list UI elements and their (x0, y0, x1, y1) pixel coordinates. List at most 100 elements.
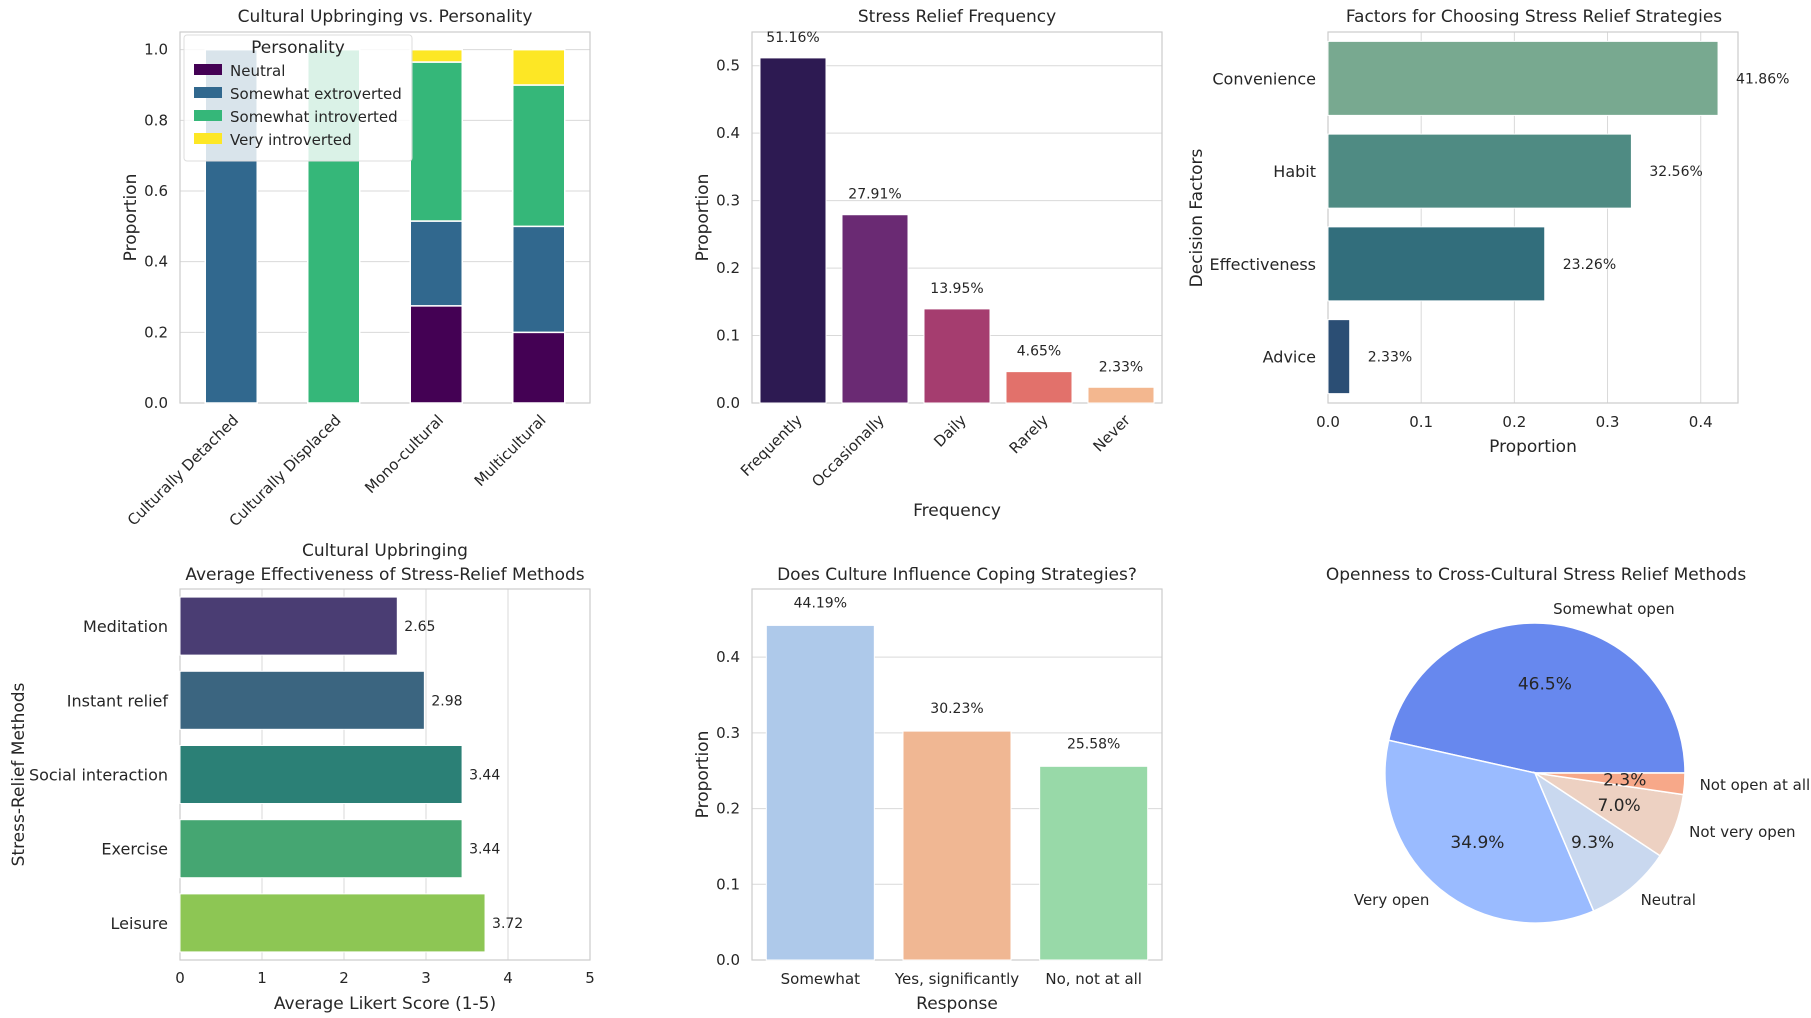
x-tick-label: Culturally Displaced (226, 411, 345, 530)
bar (1039, 765, 1149, 961)
data-label: 3.44 (469, 842, 500, 858)
bar (1087, 386, 1155, 404)
pie-percent-label: 9.3% (1571, 833, 1614, 853)
stacked-bar-segment (409, 220, 463, 307)
x-tick-label: 5 (585, 969, 595, 987)
y-tick-label: 0.2 (144, 323, 168, 341)
data-label: 25.58% (1067, 736, 1120, 752)
stacked-bar-segment (512, 331, 566, 404)
bar (179, 745, 463, 804)
y-tick-label: 0.4 (144, 253, 168, 271)
data-label: 27.91% (848, 187, 901, 203)
bar (759, 57, 827, 404)
data-label: 41.86% (1736, 71, 1789, 87)
x-tick-label: 0.2 (1502, 413, 1526, 431)
x-tick-label: 0.0 (1316, 413, 1340, 431)
y-tick-label: 0.4 (716, 648, 740, 666)
data-label: 32.56% (1649, 164, 1702, 180)
pie-percent-label: 46.5% (1518, 675, 1572, 695)
bar (179, 670, 425, 730)
stacked-bar-segment (512, 84, 566, 228)
bar (1327, 319, 1351, 395)
x-tick-label: Culturally Detached (124, 411, 242, 529)
chart-culture-influence: 0.0 0.1 0.2 0.3 0.4 44.19% Somewhat 30.23% Yes, … (693, 565, 1163, 1014)
y-tick-label: Instant relief (67, 691, 169, 710)
stacked-bar-segment (409, 61, 463, 222)
chart-title: Factors for Choosing Stress Relief Strat… (1346, 7, 1722, 27)
data-label: 2.65 (404, 619, 435, 635)
y-axis-label: Proportion (693, 731, 713, 819)
chart-title: Openness to Cross-Cultural Stress Relief… (1326, 565, 1747, 585)
pie-category-label: Somewhat open (1553, 600, 1675, 618)
x-axis-label: Cultural Upbringing (302, 541, 468, 561)
x-tick-label: Never (1089, 411, 1134, 456)
bar (923, 308, 991, 404)
pie-category-label: Very open (1354, 891, 1430, 909)
x-axis-label: Proportion (1489, 437, 1577, 457)
bar (179, 893, 486, 953)
pie-slice (1384, 739, 1595, 924)
bar (1327, 133, 1632, 209)
chart-method-effectiveness: 0 1 2 3 4 5 2.65 Meditation 2.98 Instant relief 3.… (9, 565, 595, 1014)
x-tick-label: Mono-cultural (361, 411, 447, 497)
y-tick-label: 0.1 (716, 875, 740, 893)
bar (1005, 371, 1073, 404)
bar (841, 214, 909, 404)
data-label: 13.95% (930, 281, 983, 297)
chart-decision-factors: 0.0 0.1 0.2 0.3 0.4 41.86% Convenience 32.56% Ha… (1187, 7, 1789, 457)
legend-swatch (194, 64, 222, 75)
y-tick-label: 0.3 (716, 724, 740, 742)
pie-slice (1533, 770, 1662, 913)
stacked-bar-segment (512, 48, 566, 86)
bar (1327, 226, 1546, 302)
data-label: 51.16% (766, 30, 819, 46)
legend-swatch (194, 133, 222, 144)
y-tick-label: 0.8 (144, 111, 168, 129)
stacked-bar-segment (512, 225, 566, 334)
data-label: 2.33% (1099, 359, 1143, 375)
pie-category-label: Neutral (1641, 891, 1696, 909)
x-tick-label: No, not at all (1045, 970, 1142, 988)
y-tick-label: Exercise (101, 840, 168, 859)
chart-title: Does Culture Influence Coping Strategies… (777, 565, 1137, 585)
x-tick-label: 3 (421, 969, 431, 987)
x-tick-label: Multicultural (471, 411, 550, 490)
y-tick-label: 0.0 (144, 394, 168, 412)
y-tick-label: 0.0 (716, 394, 740, 412)
y-tick-label: 0.0 (716, 951, 740, 969)
x-axis-label: Response (916, 994, 998, 1014)
x-axis-label: Frequency (913, 501, 1001, 521)
chart-title: Stress Relief Frequency (858, 7, 1056, 27)
pie-slice (1534, 772, 1686, 796)
legend-swatch (194, 110, 222, 121)
chart-title: Cultural Upbringing vs. Personality (238, 7, 533, 27)
x-tick-label: Rarely (1006, 411, 1052, 457)
legend-label: Somewhat introverted (230, 108, 398, 126)
data-label: 4.65% (1017, 344, 1061, 360)
y-tick-label: 0.3 (716, 192, 740, 210)
bar (179, 596, 398, 656)
bar (179, 819, 463, 879)
x-tick-label: Daily (930, 411, 970, 451)
y-tick-label: Convenience (1212, 69, 1316, 88)
pie-category-label: Not very open (1689, 823, 1795, 841)
chart-stress-relief-frequency: 0.0 0.1 0.2 0.3 0.4 0.5 51.16% Frequently 27.91%… (693, 7, 1163, 521)
data-label: 2.98 (431, 693, 462, 709)
y-tick-label: 0.2 (716, 259, 740, 277)
bar (1327, 40, 1719, 116)
x-tick-label: 0 (175, 969, 185, 987)
plot-frame (179, 31, 591, 404)
legend-box (183, 34, 413, 162)
y-tick-label: 0.1 (716, 327, 740, 345)
y-axis-label: Decision Factors (1187, 149, 1207, 288)
data-label: 44.19% (794, 595, 847, 611)
chart-openness-pie: 46.5% Somewhat open 34.9% Very open 9.3% Neut… (1326, 565, 1810, 924)
x-tick-label: 0.3 (1596, 413, 1620, 431)
x-tick-label: 4 (503, 969, 513, 987)
legend-label: Neutral (230, 62, 285, 80)
y-axis-label: Stress-Relief Methods (9, 682, 29, 866)
y-tick-label: Advice (1263, 348, 1316, 367)
plot-frame (1327, 31, 1739, 404)
